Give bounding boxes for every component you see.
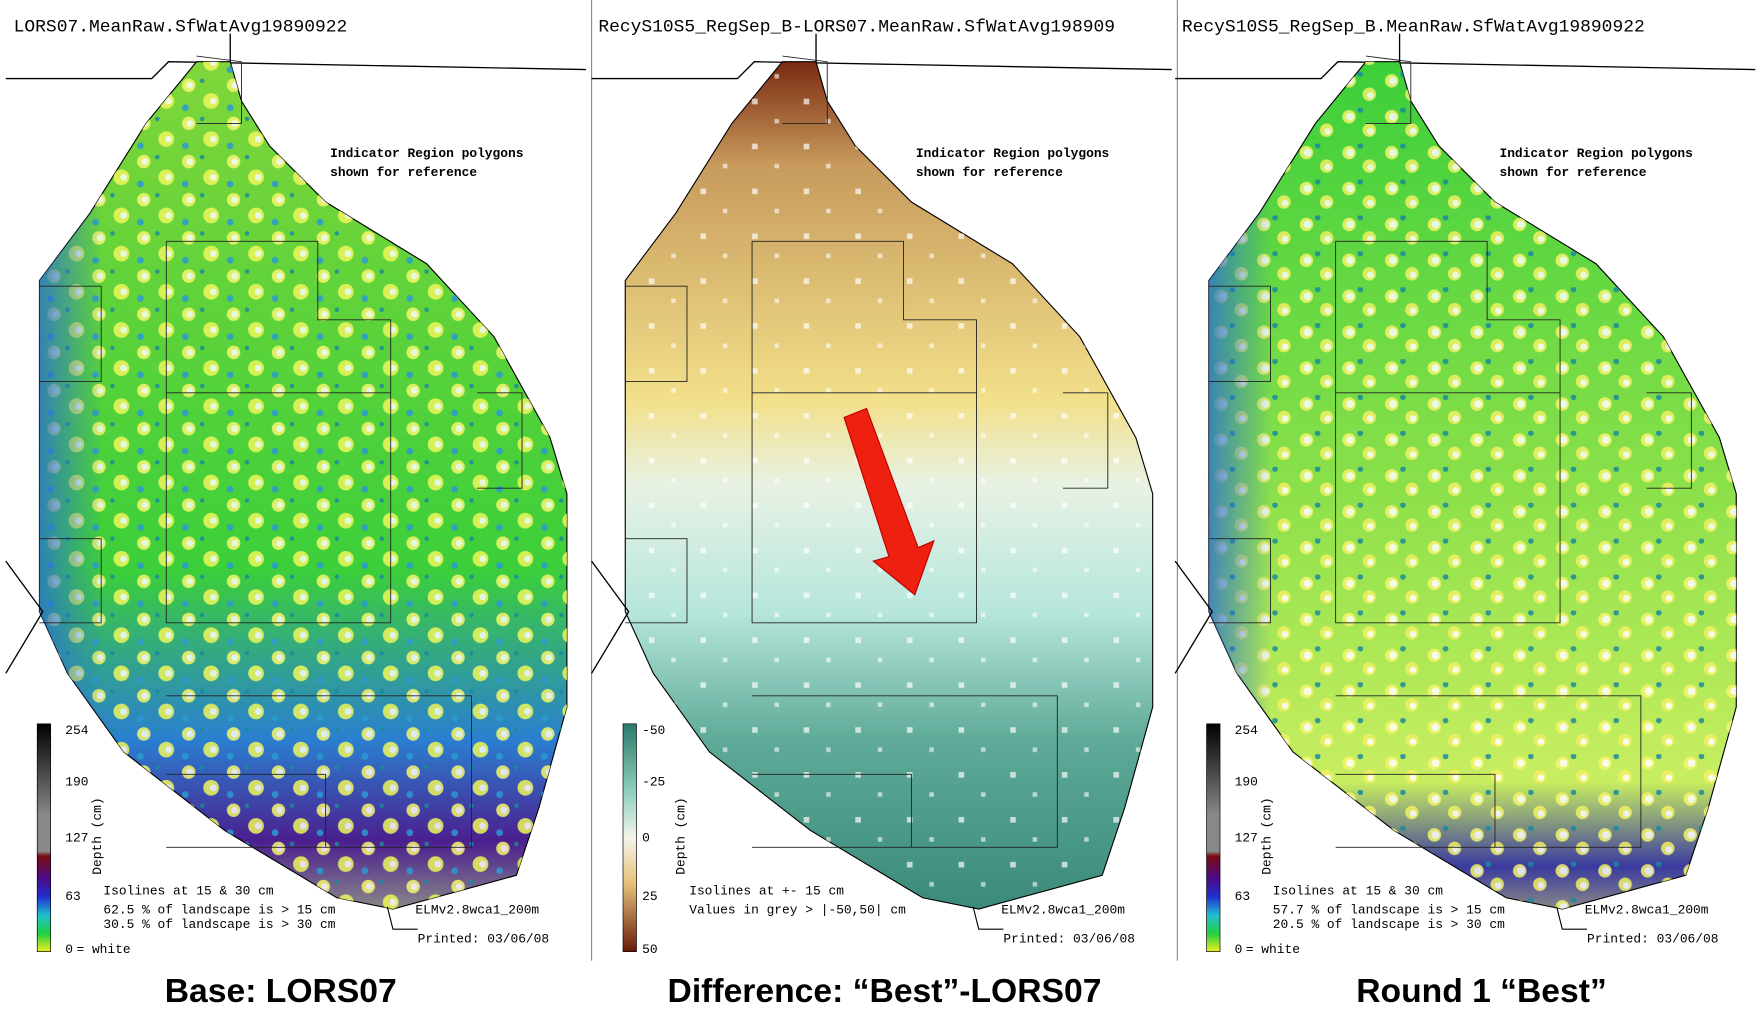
label-leader — [1556, 906, 1588, 930]
printed-label: Printed: 03/06/08 — [1003, 932, 1135, 947]
colorbar-tick-label: 50 — [642, 942, 657, 957]
red-arrow — [843, 407, 935, 596]
map-note: Indicator Region polygons — [1499, 146, 1692, 161]
map-header: LORS07.MeanRaw.SfWatAvg19890922 — [14, 17, 348, 37]
canal-line — [1174, 560, 1213, 674]
indicator-region — [1335, 695, 1642, 848]
panel-caption: Base: LORS07 — [165, 973, 397, 1010]
stats-text: 62.5 % of landscape is > 15 cm — [103, 902, 335, 917]
indicator-region — [1062, 392, 1109, 489]
indicator-region — [165, 240, 392, 624]
indicator-region — [1365, 55, 1412, 124]
colorbar-tick-label: 127 — [1235, 831, 1258, 846]
stats-text: 57.7 % of landscape is > 15 cm — [1273, 902, 1505, 917]
colorbar-tick-label: 0 — [642, 831, 650, 846]
colorbar-note: = white — [1246, 942, 1300, 957]
colorbar — [622, 723, 637, 952]
model-label: ELMv2.8wca1_200m — [1585, 902, 1709, 917]
indicator-region — [1208, 285, 1271, 383]
colorbar-axis-label: Depth (cm) — [1260, 797, 1275, 874]
colorbar-tick-label: 0 — [65, 942, 73, 957]
map-edge-shade — [39, 61, 567, 909]
indicator-region — [782, 55, 828, 124]
model-label: ELMv2.8wca1_200m — [1001, 902, 1125, 917]
map-note: shown for reference — [1499, 165, 1646, 180]
colorbar-tick-label: 254 — [1235, 723, 1258, 738]
colorbar-tick-label: 254 — [65, 723, 88, 738]
panel-caption: Difference: “Best”-LORS07 — [668, 973, 1102, 1010]
label-leader — [972, 906, 1004, 930]
colorbar-tick-label: 190 — [1235, 775, 1258, 790]
colorbar — [1206, 723, 1221, 952]
panel: LORS07.MeanRaw.SfWatAvg19890922 Indicator… — [5, 17, 586, 957]
indicator-region — [196, 55, 242, 124]
indicator-region — [625, 538, 688, 624]
canal-line — [591, 560, 630, 674]
stats-text: 20.5 % of landscape is > 30 cm — [1273, 917, 1505, 932]
map-edge-shade — [1208, 61, 1737, 909]
stats-text: Values in grey > |-50,50| cm — [689, 902, 906, 917]
colorbar-tick-label: 0 — [1235, 942, 1243, 957]
indicator-region — [1335, 773, 1496, 848]
stats-text: Isolines at +- 15 cm — [689, 883, 844, 898]
indicator-region — [752, 695, 1058, 848]
canal-line — [5, 560, 44, 674]
panel: RecyS10S5_RegSep_B.MeanRaw.SfWatAvg19890… — [1174, 17, 1756, 957]
stats-text: Isolines at 15 & 30 cm — [103, 883, 273, 898]
indicator-region — [1646, 392, 1692, 489]
printed-label: Printed: 03/06/08 — [418, 932, 550, 947]
boundary-line — [591, 61, 1172, 80]
panel-caption: Round 1 “Best” — [1356, 973, 1607, 1010]
colorbar-tick-label: 127 — [65, 831, 88, 846]
indicator-region — [166, 773, 327, 848]
map-header: RecyS10S5_RegSep_B.MeanRaw.SfWatAvg19890… — [1182, 17, 1645, 37]
boundary-line — [5, 61, 586, 80]
colorbar-tick-label: 25 — [642, 889, 657, 904]
map-header: RecyS10S5_RegSep_B-LORS07.MeanRaw.SfWatA… — [598, 17, 1115, 37]
model-label: ELMv2.8wca1_200m — [415, 902, 539, 917]
indicator-region — [751, 240, 977, 624]
colorbar-tick-label: 190 — [65, 775, 88, 790]
map-note: Indicator Region polygons — [330, 146, 523, 161]
indicator-region — [477, 392, 523, 489]
colorbar-tick-label: 63 — [1235, 889, 1250, 904]
stats-text: Isolines at 15 & 30 cm — [1273, 883, 1443, 898]
colorbar-axis-label: Depth (cm) — [90, 797, 105, 874]
map-note: Indicator Region polygons — [916, 146, 1109, 161]
indicator-region — [1208, 538, 1271, 624]
indicator-region — [1335, 240, 1561, 624]
indicator-region — [752, 773, 912, 848]
printed-label: Printed: 03/06/08 — [1587, 932, 1719, 947]
map-note: shown for reference — [916, 165, 1063, 180]
label-leader — [386, 906, 418, 930]
colorbar — [36, 723, 52, 952]
colorbar-tick-label: -25 — [642, 775, 665, 790]
colorbar-tick-label: 63 — [65, 889, 80, 904]
boundary-line — [1175, 61, 1756, 80]
indicator-region — [39, 538, 102, 624]
colorbar-note: = white — [76, 942, 130, 957]
indicator-region — [39, 285, 102, 383]
indicator-region — [166, 695, 472, 848]
indicator-region — [625, 285, 688, 383]
colorbar-axis-label: Depth (cm) — [674, 797, 689, 874]
colorbar-tick-label: -50 — [642, 723, 665, 738]
map-note: shown for reference — [330, 165, 477, 180]
stats-text: 30.5 % of landscape is > 30 cm — [103, 917, 335, 932]
